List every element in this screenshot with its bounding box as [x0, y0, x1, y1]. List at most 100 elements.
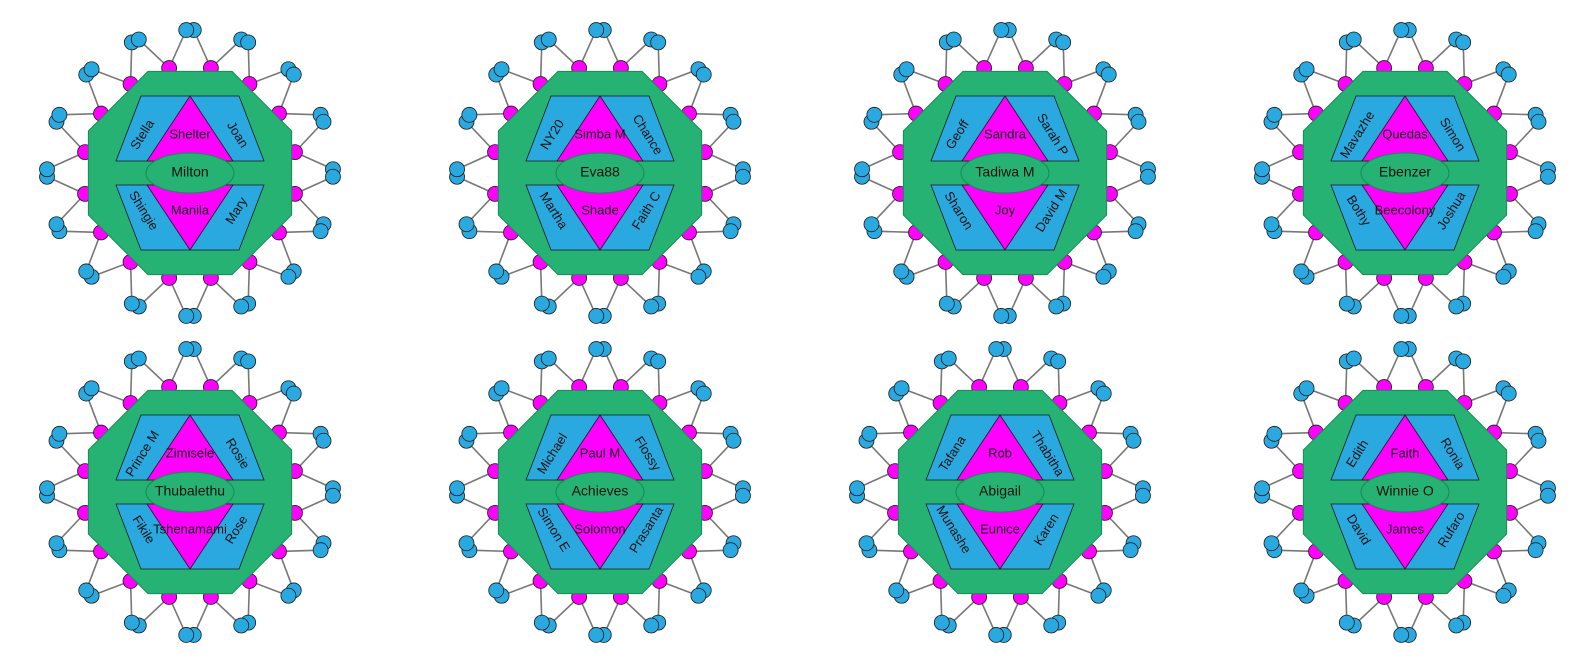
outer-node: [888, 582, 905, 599]
outer-node: [488, 582, 505, 599]
outer-node: [488, 263, 505, 280]
outer-node: [1130, 113, 1147, 130]
outer-node: [1345, 31, 1362, 48]
top-label: Faith: [1391, 445, 1420, 460]
top-label: Quedas: [1382, 126, 1428, 141]
outer-node: [1254, 161, 1270, 178]
outer-node: [83, 61, 100, 78]
outer-node: [493, 380, 510, 397]
outer-node: [854, 161, 870, 178]
outer-node: [1127, 223, 1144, 240]
outer-node: [78, 582, 95, 599]
outer-node: [1527, 223, 1544, 240]
top-label: Sandra: [984, 126, 1027, 141]
outer-node: [39, 161, 55, 178]
outer-node: [315, 113, 332, 130]
outer-node: [1043, 617, 1060, 634]
outer-node: [1530, 432, 1547, 449]
outer-node: [933, 614, 950, 631]
center-label: Ebenzer: [1379, 164, 1431, 180]
outer-node: [533, 295, 550, 312]
outer-node: [690, 587, 707, 604]
outer-node: [1527, 542, 1544, 559]
outer-node: [588, 341, 605, 357]
outer-node: [1293, 263, 1310, 280]
top-label: Rob: [988, 445, 1012, 460]
bottom-label: Manila: [171, 202, 210, 217]
center-label: Tadiwa M: [975, 164, 1034, 180]
outer-node: [1393, 22, 1410, 38]
outer-node: [1095, 268, 1112, 285]
center-ellipse: [555, 471, 645, 513]
bottom-label: Solomon: [574, 521, 625, 536]
outer-node: [1055, 34, 1072, 51]
outer-node: [893, 380, 910, 397]
outer-node: [48, 535, 65, 552]
outer-node: [1050, 353, 1067, 370]
outer-node: [285, 385, 302, 402]
bottom-label: Eunice: [980, 521, 1020, 536]
outer-node: [123, 614, 140, 631]
node-ring: [449, 341, 751, 643]
center-ellipse: [145, 471, 235, 513]
outer-node: [1540, 487, 1556, 504]
top-label: Paul M: [580, 445, 620, 460]
outer-node: [1090, 587, 1107, 604]
outer-node: [1500, 66, 1517, 83]
outer-node: [1393, 627, 1410, 643]
outer-node: [940, 350, 957, 367]
outer-node: [233, 298, 250, 315]
outer-node: [461, 106, 478, 123]
outer-node: [315, 432, 332, 449]
outer-node: [1048, 298, 1065, 315]
bottom-label: Tshenamami: [153, 521, 227, 536]
outer-node: [588, 627, 605, 643]
outer-node: [861, 425, 878, 442]
outer-node: [588, 22, 605, 38]
outer-node: [1095, 385, 1112, 402]
bottom-label: James: [1386, 521, 1425, 536]
outer-node: [1495, 587, 1512, 604]
top-label: Simba M: [574, 126, 625, 141]
outer-node: [458, 216, 475, 233]
outer-node: [312, 223, 329, 240]
outer-node: [690, 268, 707, 285]
outer-node: [643, 617, 660, 634]
outer-node: [725, 113, 742, 130]
outer-node: [449, 480, 465, 497]
outer-node: [1263, 216, 1280, 233]
outer-node: [695, 385, 712, 402]
outer-node: [722, 542, 739, 559]
outer-node: [988, 627, 1005, 643]
outer-node: [722, 223, 739, 240]
outer-node: [938, 295, 955, 312]
top-label: Shelter: [169, 126, 211, 141]
outer-node: [533, 614, 550, 631]
outer-node: [1500, 385, 1517, 402]
outer-node: [51, 425, 68, 442]
outer-node: [1122, 542, 1139, 559]
outer-node: [725, 432, 742, 449]
outer-node: [123, 295, 140, 312]
center-ellipse: [1360, 471, 1450, 513]
outer-node: [1345, 350, 1362, 367]
outer-node: [858, 535, 875, 552]
outer-node: [39, 480, 55, 497]
outer-node: [48, 216, 65, 233]
outer-node: [735, 168, 751, 185]
outer-node: [1393, 308, 1410, 324]
outer-node: [285, 66, 302, 83]
outer-node: [1298, 380, 1315, 397]
outer-node: [178, 22, 195, 38]
outer-node: [1266, 106, 1283, 123]
center-label: Eva88: [580, 164, 620, 180]
outer-node: [83, 380, 100, 397]
outer-node: [325, 168, 341, 185]
center-label: Achieves: [572, 483, 629, 499]
